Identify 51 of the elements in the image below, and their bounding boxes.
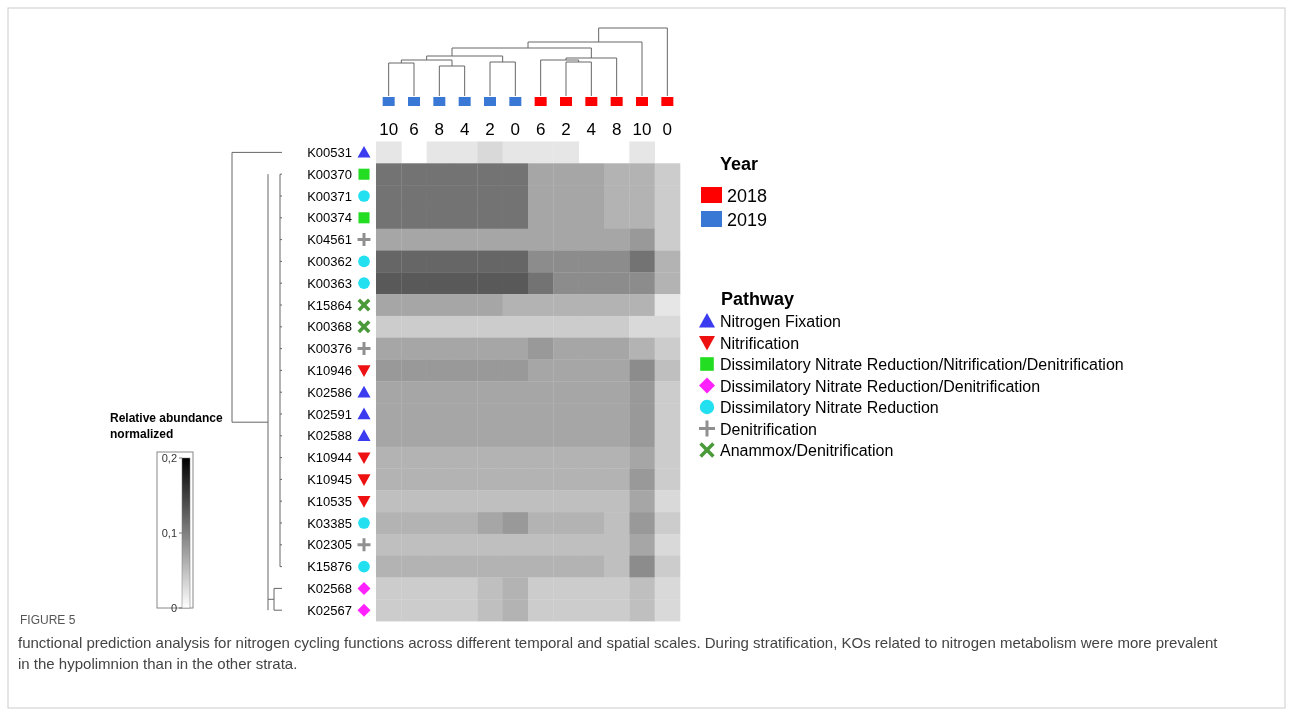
text: Nitrification [720, 334, 800, 352]
text: Nitrogen Fixation [720, 313, 841, 330]
y-tick-label: K02586 [307, 384, 352, 400]
text: functional prediction analysis for nitrogen cycling functions across different temporal and spatial scales. During stratification, KOs related to nitrogen metabolism were more prevalent in the hypolimnion than in the other strata. [18, 633, 1218, 674]
y-tick-label: K00368 [307, 319, 352, 335]
y-tick-label: K00371 [307, 188, 352, 204]
x-tick-label: 2 [561, 120, 571, 139]
y-tick-label: K00531 [307, 144, 352, 160]
text: 2018 [727, 186, 768, 206]
color-bar-label: 0,2 [161, 452, 177, 464]
y-tick-label: K02591 [307, 406, 352, 422]
text: Anammox/Denitrification [720, 442, 894, 459]
text: 2019 [727, 210, 768, 230]
x-tick-label: 2 [485, 120, 495, 139]
y-tick-label: K00363 [307, 275, 352, 291]
x-tick-label: 0 [510, 120, 521, 139]
x-tick-label: 4 [586, 120, 597, 139]
y-tick-label: K02568 [307, 580, 352, 596]
text: Pathway [721, 289, 795, 309]
y-tick-label: K15864 [307, 297, 352, 313]
y-tick-label: K04561 [307, 232, 352, 248]
x-tick-label: 4 [459, 120, 470, 139]
x-tick-label: 10 [632, 120, 652, 139]
y-tick-label: K10946 [307, 362, 352, 378]
text: Year [720, 154, 759, 174]
color-bar-title: Relative abundance normalized [110, 410, 224, 442]
y-tick-label: K00374 [307, 210, 352, 226]
text: Dissimilatory Nitrate Reduction [720, 399, 939, 416]
x-tick-label: 10 [379, 120, 399, 139]
y-tick-label: K03385 [307, 515, 352, 531]
y-tick-label: K00362 [307, 253, 352, 269]
x-tick-label: 6 [409, 120, 419, 139]
color-bar-label: 0 [170, 602, 177, 614]
text: FIGURE 5 [20, 613, 76, 627]
x-tick-label: 8 [434, 120, 445, 139]
y-tick-label: K15876 [307, 559, 352, 575]
y-tick-label: K02588 [307, 428, 352, 444]
x-tick-label: 8 [611, 120, 622, 139]
text: Denitrification [720, 420, 817, 438]
y-tick-label: K02567 [307, 602, 352, 618]
y-tick-label: K10535 [307, 493, 352, 509]
y-tick-label: K10945 [307, 471, 352, 487]
x-tick-label: 0 [662, 120, 673, 139]
y-tick-label: K10944 [307, 450, 352, 466]
x-tick-label: 6 [535, 120, 546, 139]
text: Dissimilatory Nitrate Reduction/Denitrification [720, 377, 1041, 395]
y-tick-label: K02305 [307, 537, 352, 553]
y-tick-label: K00376 [307, 341, 352, 357]
color-bar-label: 0,1 [161, 527, 177, 539]
text: Dissimilatory Nitrate Reduction/Nitrification/Denitrification [720, 356, 1124, 373]
y-tick-label: K00370 [307, 166, 352, 182]
